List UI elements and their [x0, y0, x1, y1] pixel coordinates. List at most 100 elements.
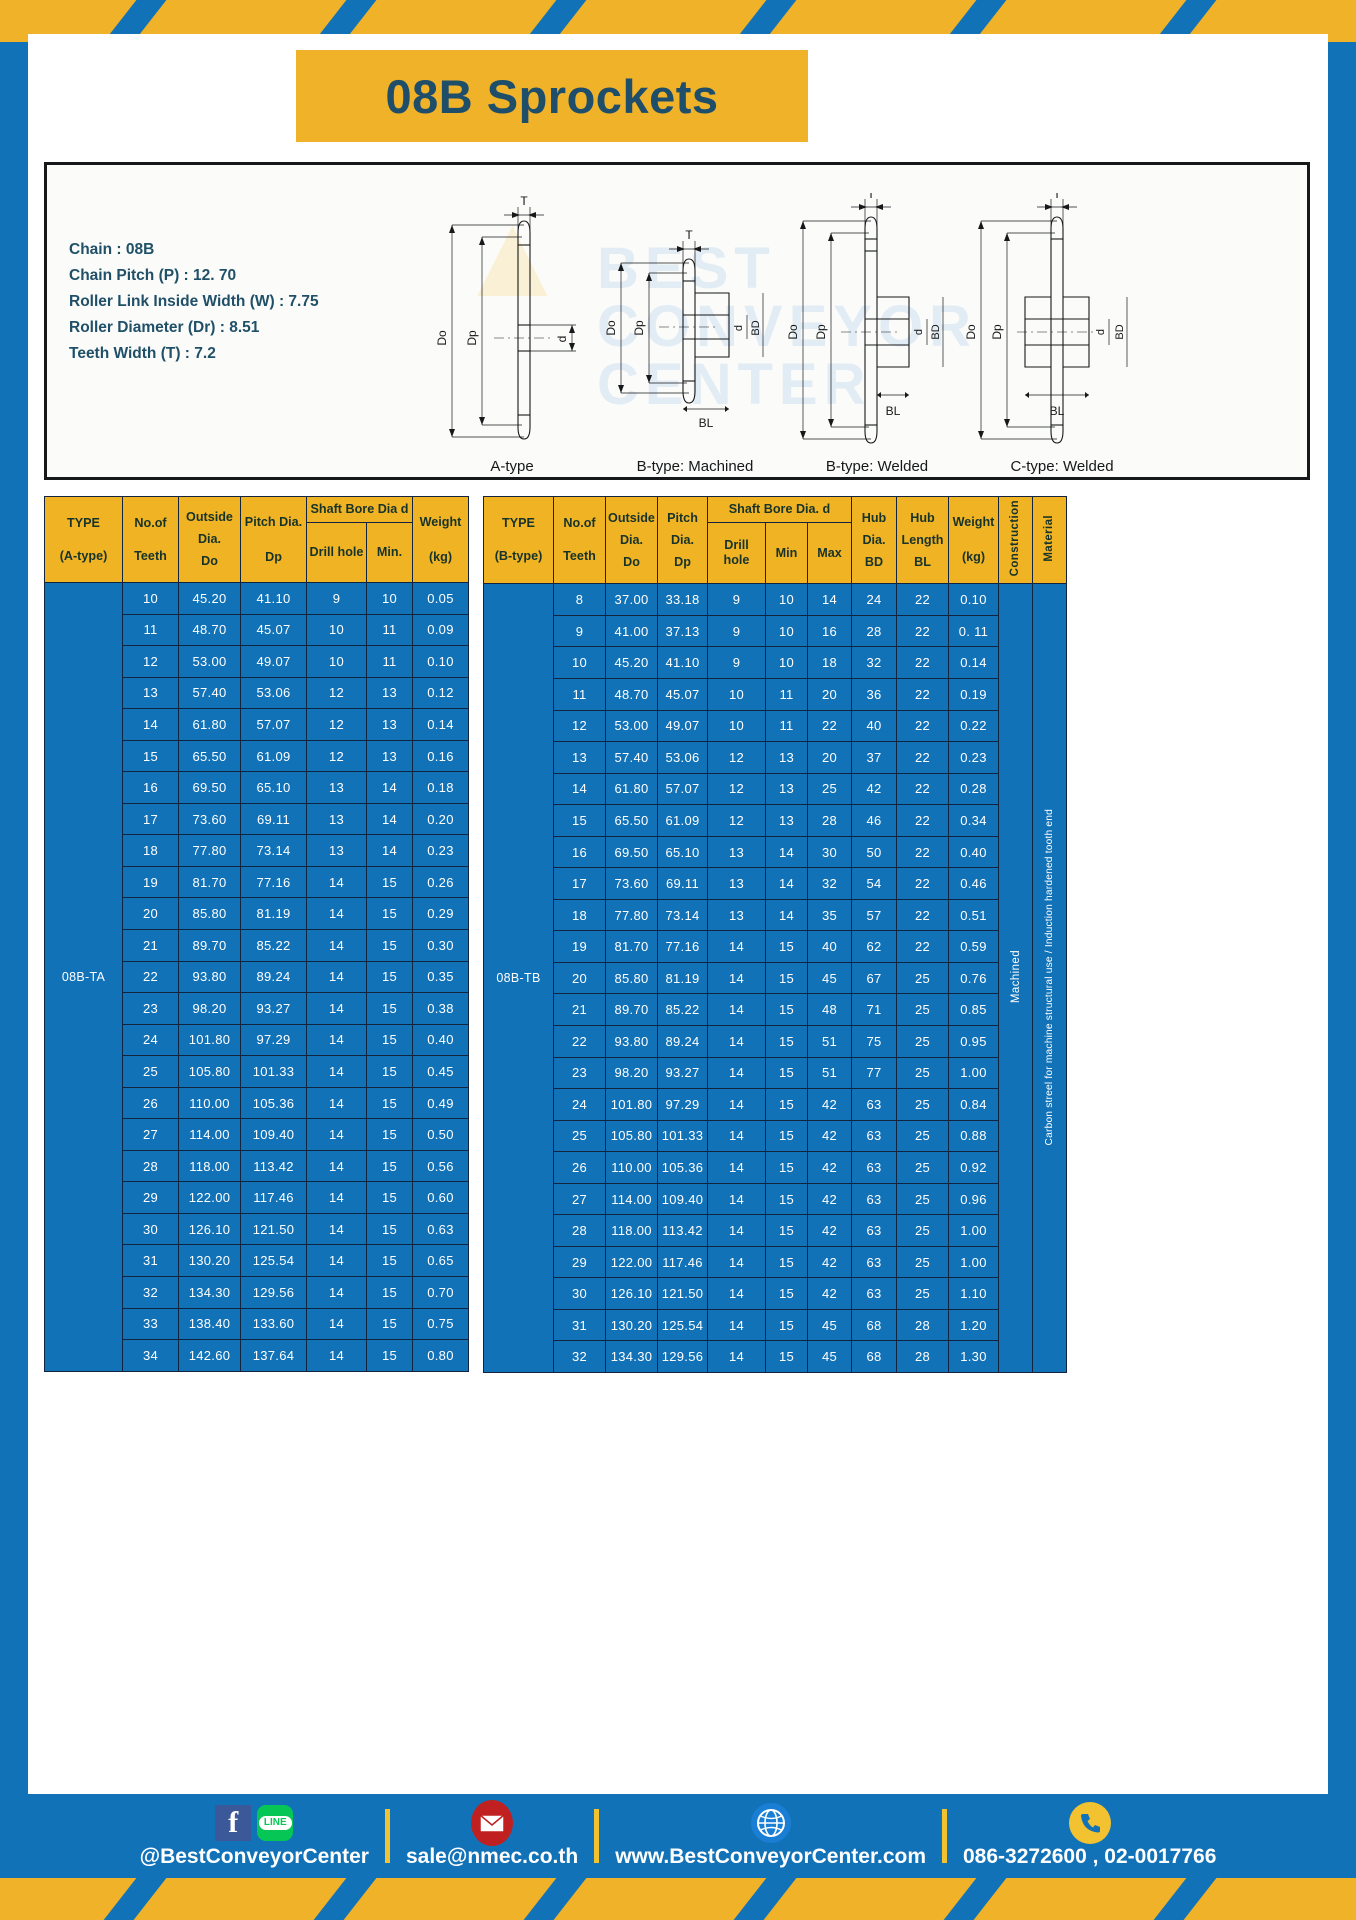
table-row: 29 122.00 117.46 14 15 0.60 [45, 1181, 469, 1214]
footer-phone[interactable]: 086-3272600 , 02-0017766 [947, 1802, 1232, 1869]
cell-do: 65.50 [605, 804, 658, 837]
cell-min: 10 [366, 582, 413, 615]
svg-text:d: d [555, 336, 569, 343]
cell-min: 14 [765, 867, 808, 900]
cell-material-value: Carbon streel for machine structural use… [1032, 583, 1067, 1374]
cell-weight: 0.14 [412, 708, 469, 741]
cell-bl: 22 [896, 772, 949, 806]
cell-weight: 0.85 [948, 993, 999, 1027]
cell-min: 15 [366, 1118, 413, 1151]
cell-dp: 85.22 [240, 929, 307, 962]
cell-drill: 14 [707, 1056, 766, 1090]
footer-website-url[interactable]: www.BestConveyorCenter.com [615, 1845, 926, 1868]
cell-drill: 12 [306, 708, 367, 741]
cell-drill: 14 [306, 865, 367, 899]
cell-dp: 101.33 [657, 1119, 708, 1153]
facebook-icon[interactable]: f [215, 1805, 252, 1841]
cell-weight: 0.10 [412, 645, 469, 678]
cell-bl: 28 [896, 1340, 949, 1374]
cell-bl: 25 [896, 1025, 949, 1058]
cell-min: 15 [765, 1214, 808, 1247]
cell-dp: 129.56 [657, 1340, 708, 1374]
cell-drill: 12 [707, 741, 766, 774]
cell-drill: 9 [707, 583, 766, 616]
cell-weight: 0.51 [948, 898, 999, 932]
table-b-header-row-1: TYPE (B-type) No.of Teeth Outside Dia. D… [483, 495, 1067, 585]
cell-bl: 25 [896, 1214, 949, 1247]
phone-icon[interactable] [1068, 1802, 1111, 1844]
cell-bd: 63 [851, 1214, 897, 1247]
cell-min: 15 [765, 1088, 808, 1121]
cell-do: 73.60 [178, 802, 241, 836]
cell-bd: 28 [851, 614, 897, 648]
cell-drill: 14 [707, 930, 766, 963]
cell-weight: 0.09 [412, 613, 469, 647]
footer-facebook-handle[interactable]: @BestConveyorCenter [139, 1845, 369, 1868]
footer-phone-number[interactable]: 086-3272600 , 02-0017766 [963, 1845, 1217, 1868]
cell-max: 42 [807, 1119, 852, 1153]
svg-text:BD: BD [930, 324, 942, 339]
footer-website[interactable]: www.BestConveyorCenter.com [599, 1803, 942, 1869]
spec-link-width: Roller Link Inside Width (W) : 7.75 [69, 293, 319, 310]
cell-do: 77.80 [605, 898, 658, 932]
footer-email[interactable]: sale@nmec.co.th [390, 1800, 594, 1869]
cell-do: 122.00 [605, 1245, 658, 1279]
table-row: 08B-TB 8 37.00 33.18 9 10 14 24 22 0.10 … [483, 583, 1067, 1374]
cell-dp: 93.27 [657, 1056, 708, 1090]
footer-globe-icon-wrap [750, 1803, 791, 1843]
table-row: 25 105.80 101.33 14 15 42 63 25 0.88 [484, 1119, 1067, 1153]
cell-min: 10 [765, 614, 808, 648]
cell-bl: 22 [896, 614, 949, 648]
cell-drill: 14 [306, 1023, 367, 1057]
cell-dp: 121.50 [657, 1277, 708, 1310]
cell-teeth: 24 [553, 1088, 606, 1121]
line-icon[interactable]: LINE [257, 1805, 294, 1841]
cell-bd: 63 [851, 1245, 897, 1279]
cell-weight: 0.45 [412, 1055, 469, 1088]
cell-dp: 109.40 [240, 1118, 307, 1151]
table-row: 14 61.80 57.07 12 13 0.14 [45, 708, 469, 741]
cell-bd: 68 [851, 1340, 897, 1374]
cell-teeth: 27 [122, 1118, 179, 1151]
table-row: 25 105.80 101.33 14 15 0.45 [45, 1055, 469, 1088]
cell-max: 28 [807, 804, 852, 837]
cell-drill: 14 [306, 1181, 367, 1214]
cell-drill: 14 [306, 960, 367, 994]
th-a-bore-group: Shaft Bore Dia d [306, 496, 413, 523]
cell-teeth: 29 [122, 1181, 179, 1214]
cell-min: 11 [765, 678, 808, 711]
footer-email-address[interactable]: sale@nmec.co.th [405, 1845, 579, 1868]
cell-min: 13 [765, 804, 808, 837]
cell-min: 15 [765, 1151, 808, 1184]
globe-icon[interactable] [750, 1803, 791, 1843]
th-a-type: TYPE (A-type) [44, 496, 123, 583]
cell-teeth: 20 [122, 897, 179, 931]
cell-weight: 1.00 [948, 1245, 999, 1279]
cell-bd: 77 [851, 1056, 897, 1090]
cell-dp: 89.24 [240, 960, 307, 994]
cell-teeth: 25 [122, 1055, 179, 1088]
cell-do: 73.60 [605, 867, 658, 900]
drawing-panel: ▲ BEST CONVEYOR CENTER Chain : 08B Chain… [44, 162, 1310, 480]
cell-min: 15 [765, 1245, 808, 1279]
table-b-type: TYPE (B-type) No.of Teeth Outside Dia. D… [483, 495, 1067, 1374]
cell-max: 42 [807, 1088, 852, 1121]
cell-teeth: 28 [553, 1214, 606, 1247]
cell-dp: 117.46 [240, 1181, 307, 1214]
cell-weight: 0.46 [948, 867, 999, 900]
table-row: 30 126.10 121.50 14 15 0.63 [45, 1212, 469, 1246]
cell-drill: 14 [707, 1025, 766, 1058]
cell-weight: 0.16 [412, 739, 469, 773]
footer-social[interactable]: f LINE @BestConveyorCenter [124, 1803, 385, 1869]
svg-text:Do: Do [604, 320, 618, 336]
cell-weight: 0.05 [412, 582, 469, 615]
cell-min: 15 [765, 1119, 808, 1153]
cell-do: 134.30 [178, 1276, 241, 1309]
cell-dp: 45.07 [657, 678, 708, 711]
chevron-stripe [340, 1878, 560, 1920]
figure-caption-a: A-type [490, 458, 534, 475]
cell-min: 15 [366, 1276, 413, 1309]
cell-teeth: 11 [122, 613, 179, 647]
mail-icon[interactable] [471, 1800, 514, 1846]
svg-text:Dp: Dp [632, 320, 646, 336]
